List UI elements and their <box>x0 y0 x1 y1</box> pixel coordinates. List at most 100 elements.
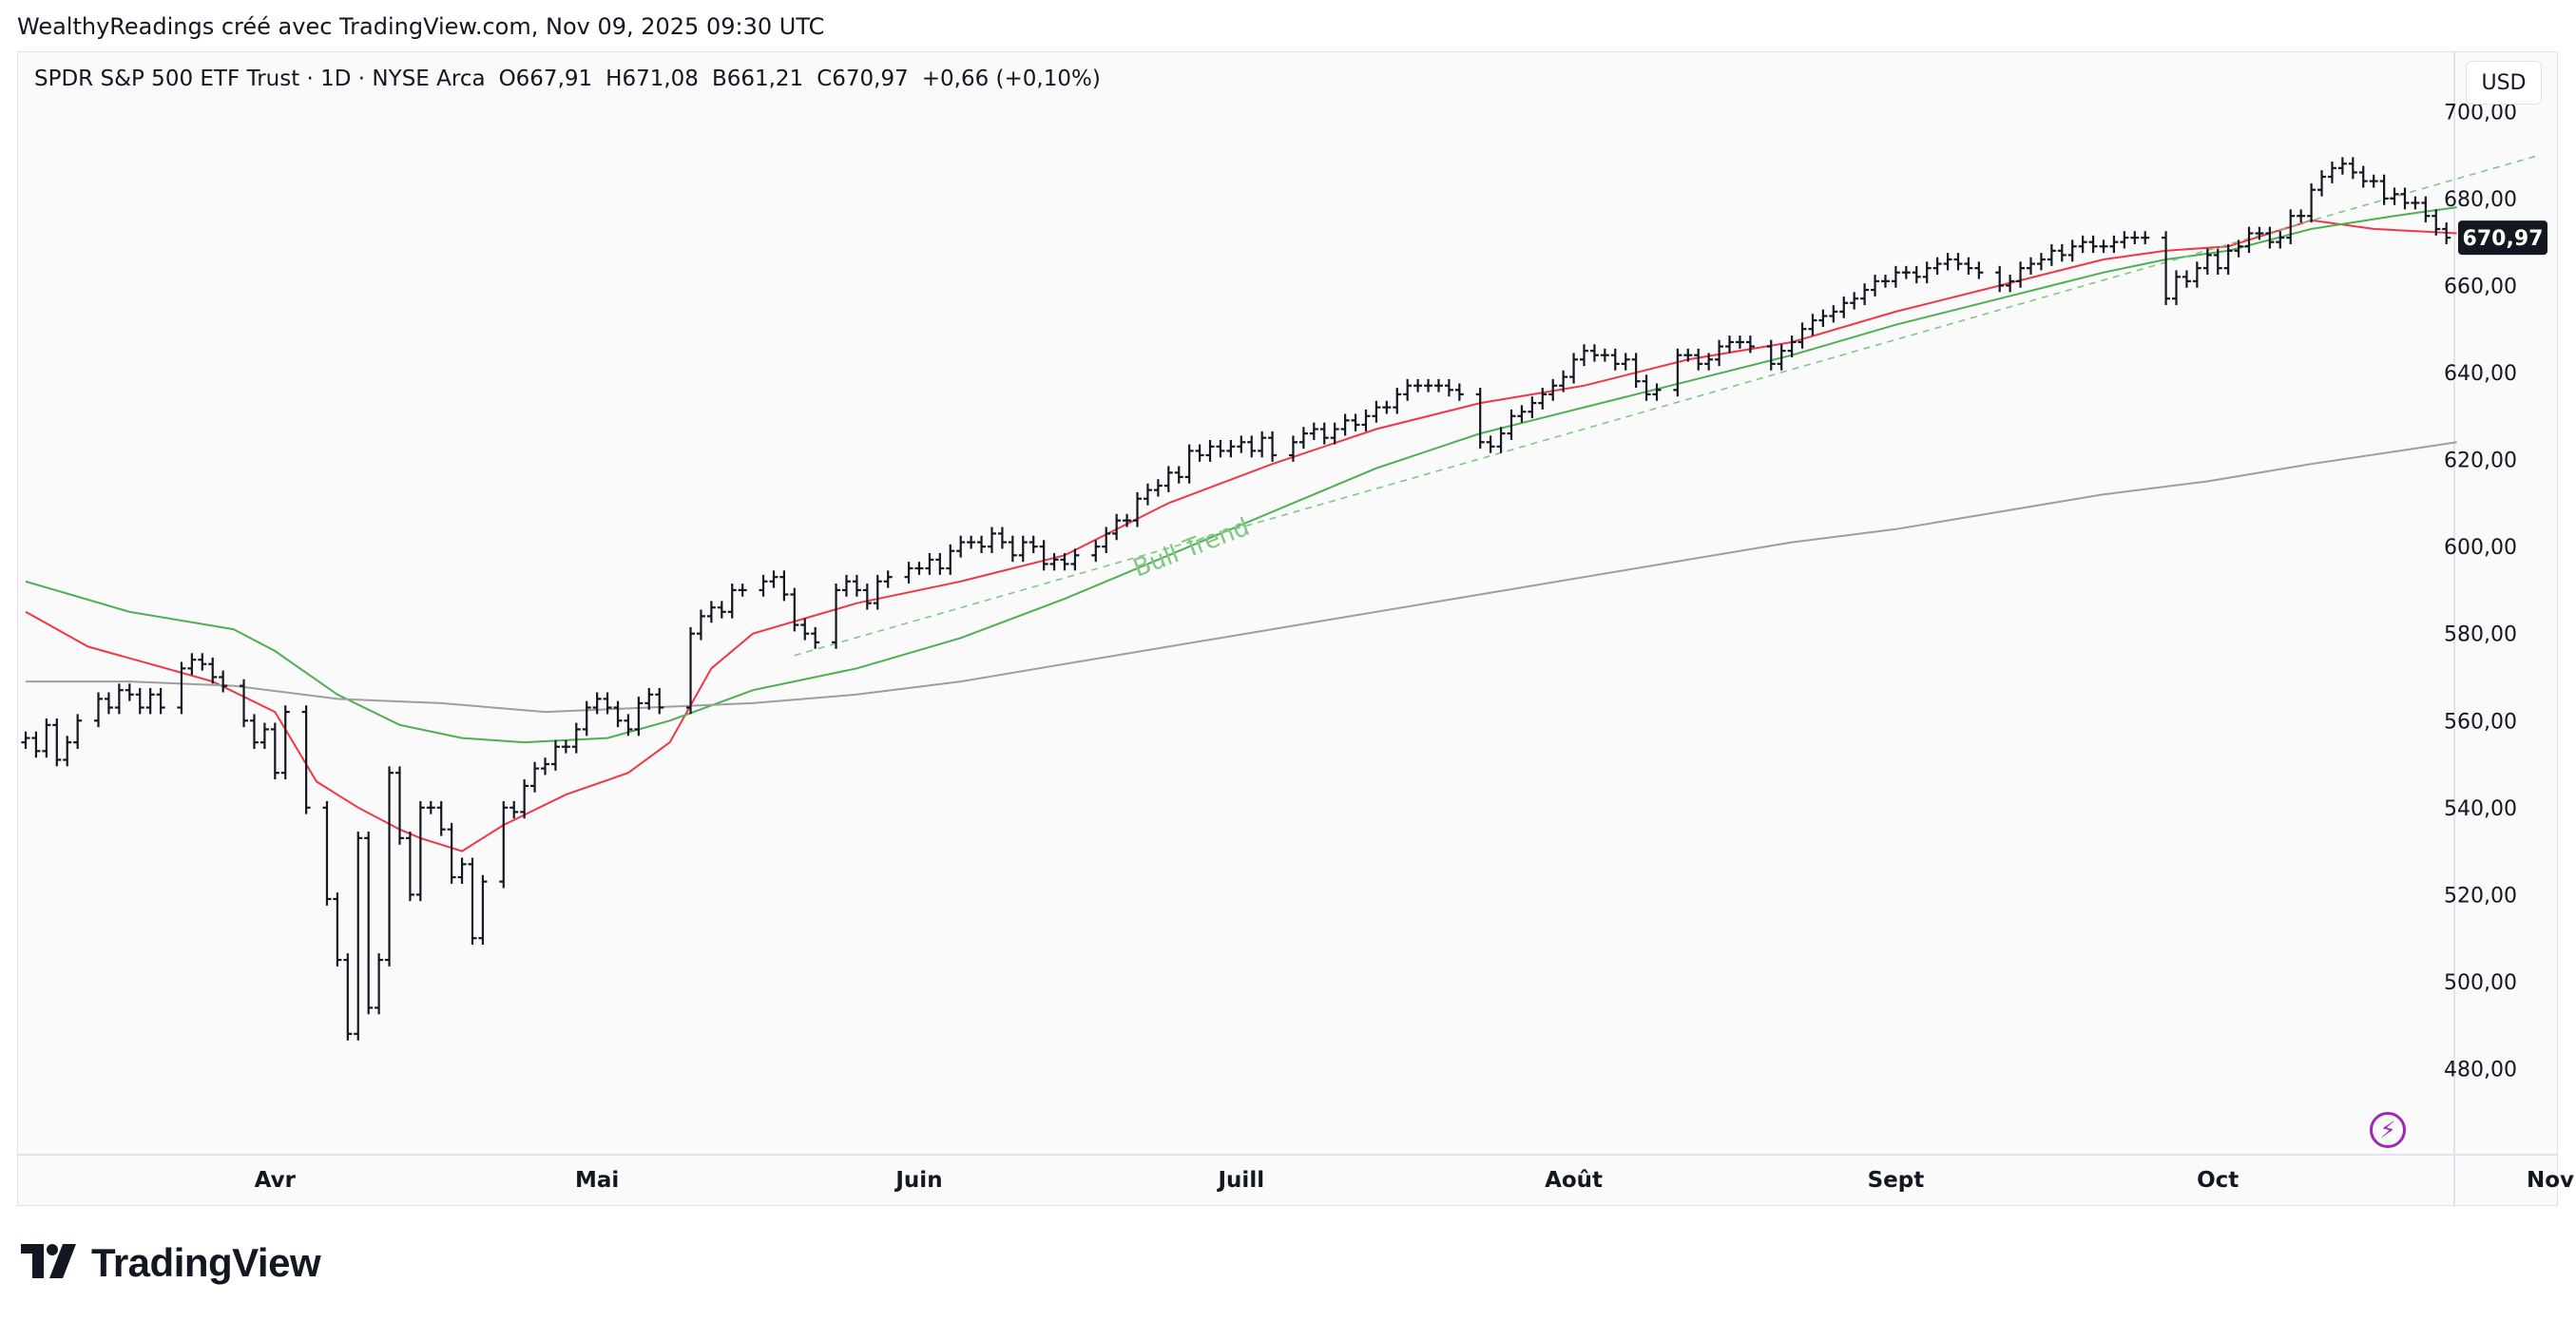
time-tick-label: Juill <box>1217 1168 1265 1193</box>
ohlc-bar <box>520 779 529 819</box>
ohlc-bar <box>550 739 560 771</box>
ohlc-bar <box>260 722 269 750</box>
ohlc-bar <box>1351 413 1360 431</box>
price-tick-label: 600,00 <box>2444 536 2517 560</box>
ohlc-bar <box>1195 444 1204 462</box>
ohlc-bar <box>2016 261 2026 288</box>
ohlc-bar <box>541 757 549 775</box>
ohlc-bar <box>1901 265 1911 279</box>
ohlc-bar <box>2213 248 2222 276</box>
price-tick-label: 700,00 <box>2444 101 2517 124</box>
ohlc-bar <box>1496 427 1506 453</box>
ohlc-bar <box>187 653 197 676</box>
ohlc-bar <box>1673 348 1682 397</box>
ohlc-bar <box>1340 413 1350 436</box>
ohlc-bar <box>738 584 747 597</box>
ohlc-bar <box>1797 322 1807 349</box>
ohlc-bar <box>375 953 384 1015</box>
ohlc-bar <box>2286 209 2296 244</box>
time-tick-label: Août <box>1545 1168 1603 1193</box>
ohlc-bar <box>800 618 810 641</box>
ohlc-bar <box>385 766 394 967</box>
tradingview-logo: TradingView <box>21 1240 321 1286</box>
low-value: B661,21 <box>711 67 804 91</box>
ohlc-bar <box>873 574 882 610</box>
ohlc-bar <box>1528 396 1537 419</box>
ohlc-bar <box>852 574 861 597</box>
bull-trend-label: Bull Trend <box>1129 513 1253 584</box>
ohlc-bar <box>2369 174 2378 188</box>
ohlc-bar <box>1725 335 1735 354</box>
ohlc-bar <box>457 857 467 884</box>
ohlc-bar <box>1850 292 1859 310</box>
high-value: H671,08 <box>606 67 699 91</box>
last-price-tag <box>2458 220 2547 256</box>
ohlc-bar <box>2026 257 2035 276</box>
ohlc-bar <box>977 535 987 554</box>
ohlc-bar <box>946 544 955 575</box>
price-axis: 700,00 680,00 660,00 640,00 620,00 600,00 580,… <box>2444 101 2517 1082</box>
ohlc-bar <box>1133 491 1143 527</box>
ohlc-bar <box>1839 296 1849 318</box>
ohlc-bar <box>1039 540 1048 571</box>
ohlc-bar <box>1298 427 1308 450</box>
ohlc-bar <box>2182 270 2191 288</box>
ohlc-bar <box>426 800 435 814</box>
change-value: +0,66 (+0,10%) <box>921 67 1101 91</box>
price-tick-label: 620,00 <box>2444 450 2517 473</box>
ohlc-bar <box>1424 378 1433 392</box>
time-axis: Avr Mai Juin Juill Août Sept Oct Nov <box>255 1168 2574 1193</box>
ohlc-bar <box>1538 388 1548 410</box>
ohlc-bar <box>2109 235 2119 254</box>
ohlc-bar <box>1091 540 1101 563</box>
ohlc-bar <box>2421 196 2431 223</box>
ohlc-bar <box>727 584 737 619</box>
ohlc-bar <box>52 718 62 767</box>
tradingview-logo-icon <box>21 1244 76 1278</box>
ohlc-bar <box>104 692 113 715</box>
ohlc-bar <box>1008 535 1017 563</box>
ohlc-bar <box>914 562 924 575</box>
ohlc-bar <box>1995 265 2005 293</box>
ohlc-bar <box>94 692 104 728</box>
lightning-icon[interactable]: ⚡ <box>2370 1112 2406 1148</box>
ohlc-bar <box>478 874 488 946</box>
ohlc-bar <box>2192 261 2201 288</box>
ohlc-bar <box>1413 378 1423 392</box>
ohlc-bar <box>644 687 654 710</box>
price-tick-label: 680,00 <box>2444 188 2517 212</box>
ohlc-bar <box>468 857 477 946</box>
ohlc-bar <box>925 553 934 575</box>
ohlc-bar <box>1652 383 1662 401</box>
ohlc-bar <box>967 535 976 549</box>
ohlc-bar <box>114 683 124 715</box>
ohlc-bar <box>1964 257 1973 276</box>
ohlc-bar <box>1715 339 1724 367</box>
ohlc-bar <box>2120 231 2129 249</box>
price-tick-label: 480,00 <box>2444 1059 2517 1082</box>
ohlc-bar <box>270 722 279 780</box>
ohlc-bar <box>862 584 872 610</box>
ohlc-bar <box>1517 405 1527 423</box>
ohlc-bar <box>1486 435 1495 453</box>
axis-lines <box>17 52 2558 1207</box>
ohlc-bar <box>811 626 820 649</box>
ohlc-bar <box>1330 422 1339 445</box>
ohlc-bar <box>2130 231 2140 244</box>
price-tick-label: 540,00 <box>2444 797 2517 821</box>
ohlc-bar <box>301 705 311 814</box>
ohlc-bar <box>2172 270 2182 306</box>
ohlc-bar <box>1974 261 1984 279</box>
ohlc-bar <box>1932 257 1942 276</box>
price-tick-label: 520,00 <box>2444 884 2517 908</box>
ohlc-bar <box>956 535 966 558</box>
ohlc-bar <box>1319 422 1329 445</box>
ohlc-bar <box>415 800 425 902</box>
ohlc-bar <box>997 526 1007 549</box>
ohlc-bar <box>1205 439 1215 462</box>
annotations: Bull Trend <box>1129 513 1253 584</box>
ohlc-bar <box>177 661 186 715</box>
ohlc-bar <box>2307 182 2316 223</box>
currency-button[interactable]: USD <box>2466 61 2542 105</box>
